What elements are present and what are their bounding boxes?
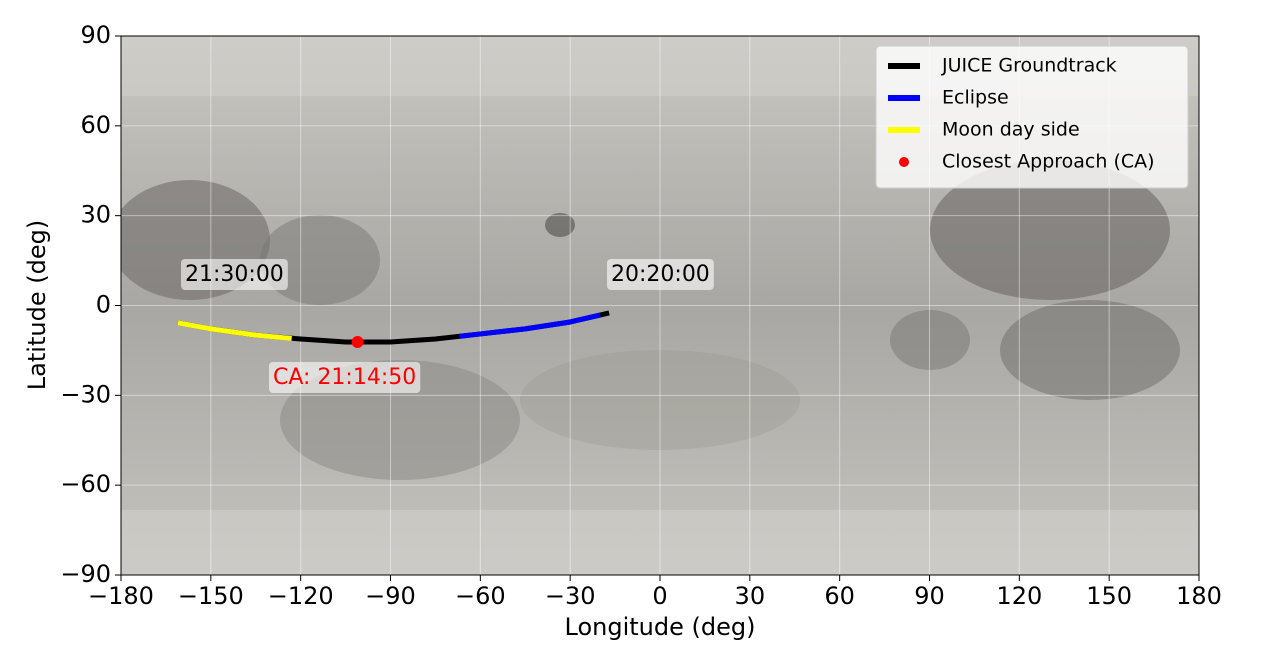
y-tick-label: −30 (60, 380, 111, 408)
x-tick-label: −60 (455, 582, 506, 610)
annotation: CA: 21:14:50 (269, 362, 421, 393)
x-tick-label: 150 (1086, 582, 1132, 610)
annotation-box (181, 259, 288, 290)
y-tick-label: −60 (60, 470, 111, 498)
y-tick-label: 0 (96, 291, 111, 319)
y-tick-label: 90 (80, 21, 111, 49)
y-tick-label: 60 (80, 111, 111, 139)
legend-label: Moon day side (942, 119, 1080, 141)
annotations: 21:30:00 20:20:00 CA: 21:14:50 (181, 259, 714, 393)
x-tick-label: 120 (996, 582, 1042, 610)
x-axis-label: Longitude (deg) (565, 613, 756, 641)
x-tick-label: −90 (365, 582, 416, 610)
annotation-box (607, 259, 714, 290)
groundtrack-line (459, 312, 601, 339)
x-tick-label: 30 (735, 582, 766, 610)
marks (177, 310, 610, 349)
x-tick-label: −180 (88, 582, 154, 610)
y-axis-label: Latitude (deg) (23, 220, 51, 390)
x-tick-label: −120 (268, 582, 334, 610)
annotation-text: CA: 21:14:50 (273, 365, 416, 390)
annotation-text: 21:30:00 (185, 262, 284, 287)
annotation: 21:30:00 (181, 259, 288, 290)
annotation: 20:20:00 (607, 259, 714, 290)
x-tick-label: 90 (914, 582, 945, 610)
legend-label: Closest Approach (CA) (942, 151, 1155, 173)
ticks: −180 −150 −120 −90 −60 −30 0 30 60 90 120 150 180 −90… (60, 21, 1222, 610)
x-tick-label: −150 (178, 582, 244, 610)
y-tick-label: 30 (80, 201, 111, 229)
annotation-box (269, 362, 421, 393)
annotation-text: 20:20:00 (611, 262, 710, 287)
x-tick-label: 0 (652, 582, 667, 610)
legend-label: JUICE Groundtrack (941, 55, 1117, 77)
legend-marker (899, 157, 909, 167)
groundtrack-line (177, 320, 292, 341)
legend-box (875, 45, 1189, 189)
x-tick-label: 180 (1176, 582, 1222, 610)
legend: JUICE Groundtrack Eclipse Moon day side Clo… (875, 45, 1189, 189)
legend-label: Eclipse (942, 87, 1009, 109)
y-tick-label: −90 (60, 560, 111, 588)
ca-point (351, 336, 364, 349)
x-tick-label: −30 (545, 582, 596, 610)
x-tick-label: 60 (824, 582, 855, 610)
